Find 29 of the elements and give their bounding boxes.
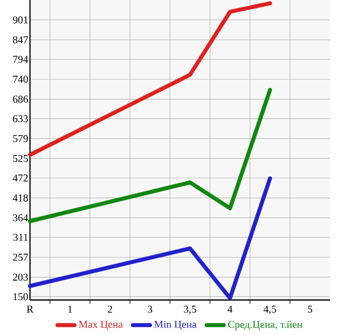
y-tick-label: 901 xyxy=(12,16,28,24)
y-tick-label: 525 xyxy=(13,154,28,162)
x-tick-label: 4,5 xyxy=(264,306,276,314)
y-tick-label: 472 xyxy=(12,174,28,182)
x-tick-label: 3 xyxy=(148,306,152,313)
y-tick-label: 740 xyxy=(13,76,28,83)
legend-label: Сред.Цена, т.йен xyxy=(228,320,302,330)
x-tick-label: 1 xyxy=(68,306,72,313)
y-tick-label: 311 xyxy=(13,234,28,241)
x-tick-label: R xyxy=(26,306,34,313)
line-series xyxy=(28,176,272,300)
y-tick-label: 633 xyxy=(13,115,28,122)
line-series xyxy=(28,1,272,157)
y-tick-label: 364 xyxy=(13,214,28,222)
x-tick-label: 2 xyxy=(108,306,112,313)
x-tick-label: 3,5 xyxy=(184,306,196,314)
y-tick-label: 794 xyxy=(13,56,28,63)
y-tick-label: 150 xyxy=(13,293,28,300)
x-tick-label: 4 xyxy=(228,306,232,313)
y-tick-label: 847 xyxy=(12,36,28,44)
legend-label: Max Цена xyxy=(78,320,123,330)
y-tick-label: 418 xyxy=(12,194,28,202)
y-tick-label: 686 xyxy=(13,96,28,103)
line-series xyxy=(28,88,272,224)
legend-label: Min Цена xyxy=(154,320,196,330)
y-tick-label: 203 xyxy=(13,274,28,281)
y-tick-label: 579 xyxy=(13,135,28,142)
y-tick-label: 257 xyxy=(13,254,28,261)
x-tick-label: 5 xyxy=(308,306,312,313)
